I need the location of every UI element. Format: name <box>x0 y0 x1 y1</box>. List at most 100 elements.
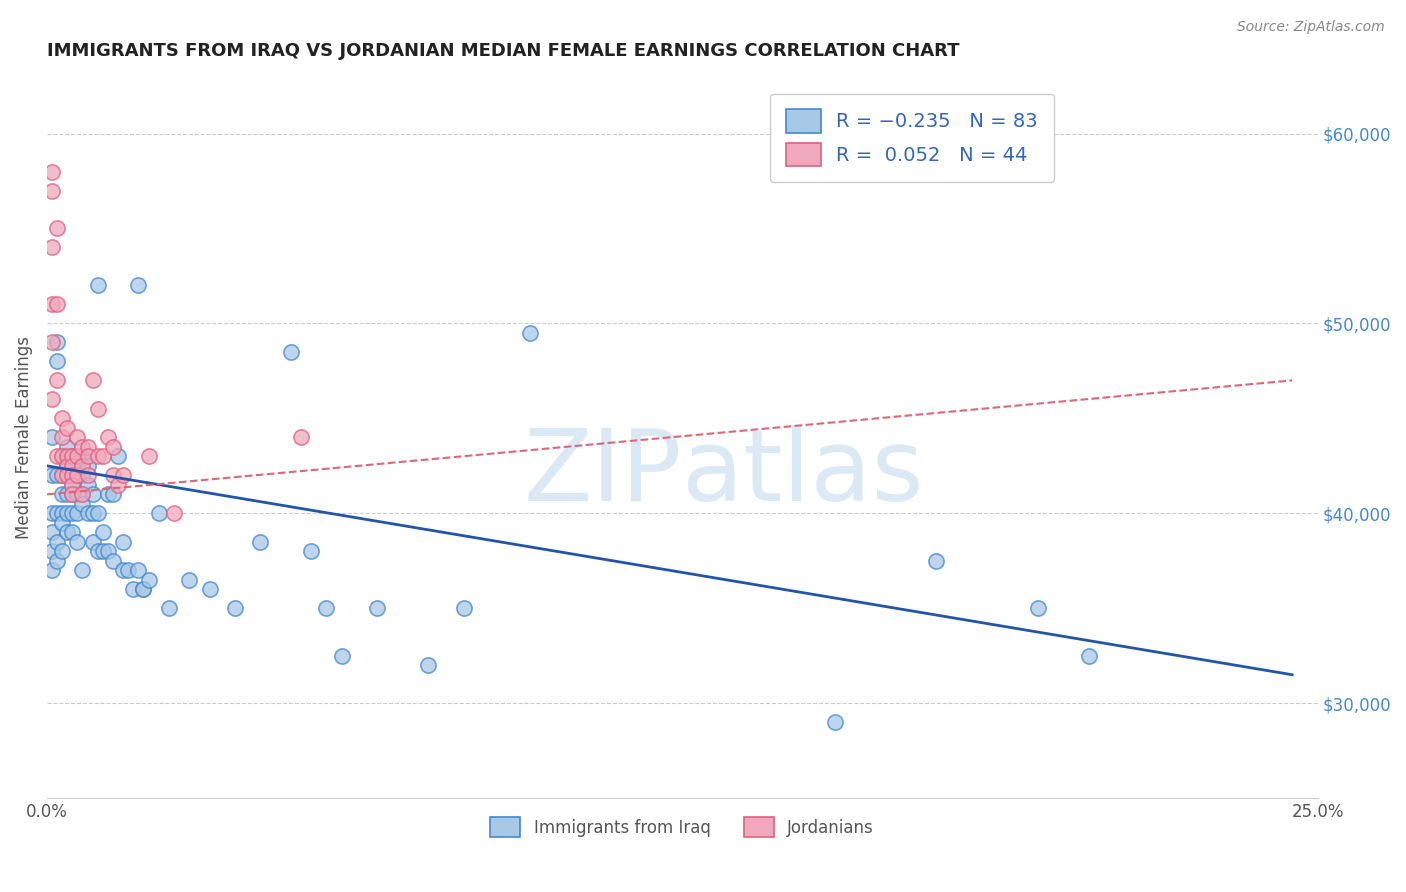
Point <box>56 525 79 540</box>
Point <box>72 487 94 501</box>
Point <box>299 544 322 558</box>
Point <box>82 534 104 549</box>
Point <box>91 525 114 540</box>
Text: atlas: atlas <box>682 425 924 522</box>
Point <box>60 450 83 464</box>
Point <box>56 468 79 483</box>
Point <box>51 516 73 530</box>
Point <box>60 525 83 540</box>
Point <box>112 468 135 483</box>
Point <box>101 468 124 483</box>
Point <box>60 506 83 520</box>
Point <box>46 506 69 520</box>
Point <box>315 601 337 615</box>
Point <box>366 601 388 615</box>
Point <box>97 487 120 501</box>
Point <box>46 554 69 568</box>
Text: IMMIGRANTS FROM IRAQ VS JORDANIAN MEDIAN FEMALE EARNINGS CORRELATION CHART: IMMIGRANTS FROM IRAQ VS JORDANIAN MEDIAN… <box>46 42 959 60</box>
Point <box>56 450 79 464</box>
Point <box>224 601 246 615</box>
Point <box>86 278 108 293</box>
Point <box>56 468 79 483</box>
Point <box>51 544 73 558</box>
Point <box>519 326 541 340</box>
Point <box>138 573 160 587</box>
Point <box>46 221 69 235</box>
Point <box>72 563 94 577</box>
Point <box>41 506 63 520</box>
Point <box>76 450 98 464</box>
Point <box>72 468 94 483</box>
Text: ZIP: ZIP <box>524 425 682 522</box>
Point <box>86 544 108 558</box>
Legend: Immigrants from Iraq, Jordanians: Immigrants from Iraq, Jordanians <box>484 810 880 844</box>
Point <box>198 582 221 597</box>
Point <box>132 582 155 597</box>
Point <box>66 506 89 520</box>
Point <box>41 544 63 558</box>
Point <box>82 487 104 501</box>
Point <box>179 573 201 587</box>
Point <box>41 468 63 483</box>
Point <box>76 506 98 520</box>
Point <box>60 478 83 492</box>
Point <box>66 458 89 473</box>
Point <box>46 297 69 311</box>
Point <box>41 164 63 178</box>
Point <box>122 582 145 597</box>
Point <box>66 468 89 483</box>
Point <box>51 450 73 464</box>
Point <box>148 506 170 520</box>
Point <box>76 468 98 483</box>
Y-axis label: Median Female Earnings: Median Female Earnings <box>15 336 32 539</box>
Point <box>91 450 114 464</box>
Point <box>60 450 83 464</box>
Point <box>51 506 73 520</box>
Point <box>925 554 948 568</box>
Point <box>97 430 120 444</box>
Text: Source: ZipAtlas.com: Source: ZipAtlas.com <box>1237 20 1385 34</box>
Point <box>112 563 135 577</box>
Point <box>51 468 73 483</box>
Point <box>46 468 69 483</box>
Point <box>97 544 120 558</box>
Point <box>56 487 79 501</box>
Point <box>86 506 108 520</box>
Point <box>82 373 104 387</box>
Point <box>86 401 108 416</box>
Point <box>66 430 89 444</box>
Point <box>127 278 149 293</box>
Point <box>41 297 63 311</box>
Point <box>46 335 69 350</box>
Point <box>91 544 114 558</box>
Point <box>60 487 83 501</box>
Point <box>290 430 312 444</box>
Point <box>824 715 846 730</box>
Point <box>60 458 83 473</box>
Point <box>51 411 73 425</box>
Point <box>1026 601 1049 615</box>
Point <box>46 450 69 464</box>
Point <box>72 487 94 501</box>
Point <box>163 506 186 520</box>
Point <box>56 506 79 520</box>
Point <box>72 458 94 473</box>
Point <box>101 440 124 454</box>
Point <box>60 478 83 492</box>
Point <box>41 240 63 254</box>
Point <box>76 458 98 473</box>
Point <box>51 487 73 501</box>
Point <box>51 450 73 464</box>
Point <box>416 658 439 673</box>
Point <box>112 534 135 549</box>
Point <box>72 450 94 464</box>
Point <box>132 582 155 597</box>
Point <box>66 487 89 501</box>
Point <box>56 440 79 454</box>
Point <box>76 440 98 454</box>
Point <box>138 450 160 464</box>
Point <box>56 458 79 473</box>
Point <box>60 468 83 483</box>
Point <box>101 487 124 501</box>
Point <box>157 601 180 615</box>
